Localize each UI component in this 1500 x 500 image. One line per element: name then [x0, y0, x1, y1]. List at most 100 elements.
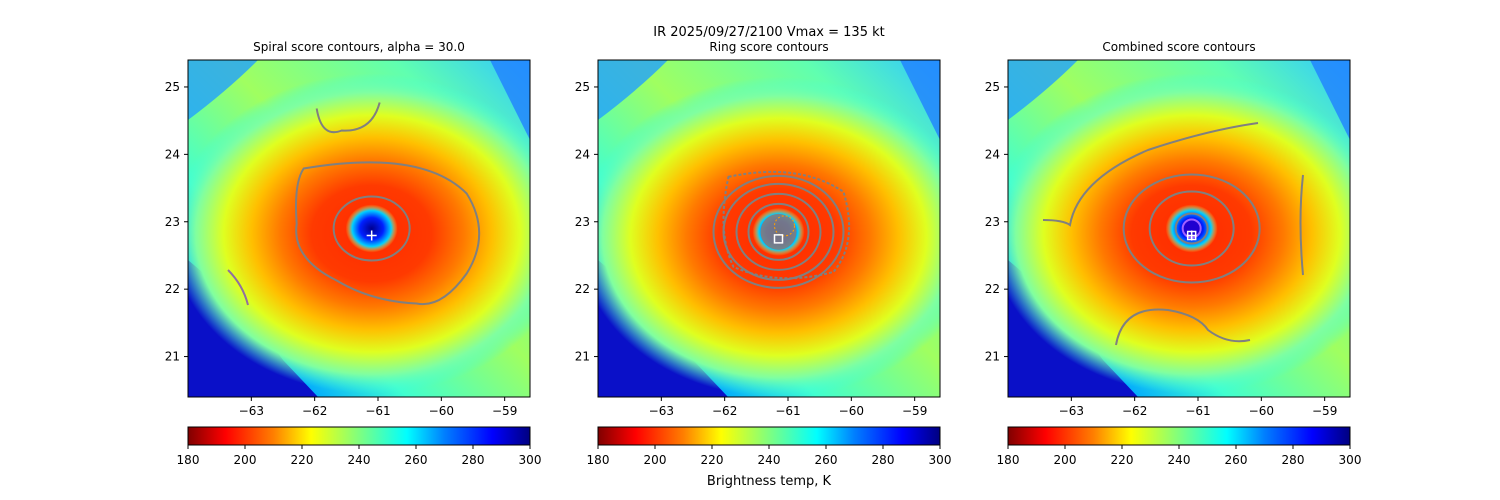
colorbar-tick-label: 300: [929, 453, 952, 467]
colorbar-tick-label: 180: [177, 453, 200, 467]
colorbar-tick-label: 300: [519, 453, 542, 467]
x-tick-label: −59: [492, 404, 517, 418]
y-tick-label: 25: [575, 80, 590, 94]
contour-mid: [1148, 190, 1235, 267]
x-tick-label: −61: [1185, 404, 1210, 418]
x-tick-label: −62: [302, 404, 327, 418]
colorbar-fill: [1007, 426, 1351, 446]
contour-outer: [1122, 173, 1261, 284]
figure-suptitle: IR 2025/09/27/2100 Vmax = 135 kt: [653, 25, 884, 40]
x-tick-label: −63: [649, 404, 674, 418]
colorbar-tick-label: 280: [462, 453, 485, 467]
colorbar-tick-label: 220: [291, 453, 314, 467]
colorbar-tick-label: 300: [1339, 453, 1362, 467]
axes-frame: [1007, 59, 1351, 398]
ring-orange-circle: [774, 215, 795, 237]
colorbar-tick-label: 220: [1111, 453, 1134, 467]
y-tick-label: 21: [575, 350, 590, 364]
contour-outer: [294, 161, 481, 306]
contour-east: [1299, 174, 1304, 276]
axes-frame: [187, 59, 531, 398]
colorbar-tick-label: 180: [587, 453, 610, 467]
cold-region-right: [490, 60, 530, 140]
colorbar: 180 200 220 240 260 280 300: [177, 426, 542, 467]
x-tick-label: −62: [1122, 404, 1147, 418]
y-tick-label: 25: [985, 80, 1000, 94]
marker-square: [773, 234, 784, 244]
ring-contour-ragged: [722, 170, 851, 280]
colorbar-label: Brightness temp, K: [707, 474, 832, 489]
cold-region-top: [598, 60, 668, 120]
x-tick-label: −61: [365, 404, 390, 418]
colorbar-tick-label: 240: [1168, 453, 1191, 467]
ring-contour-4: [712, 174, 845, 289]
ir-image: [1008, 60, 1350, 397]
x-tick-label: −60: [839, 404, 864, 418]
colorbar-tick-label: 200: [644, 453, 667, 467]
y-tick-label: 21: [165, 350, 180, 364]
contour-north-arc: [1042, 122, 1259, 227]
contour-north: [315, 102, 381, 134]
colorbar-tick-label: 260: [1225, 453, 1248, 467]
y-tick-label: 21: [985, 350, 1000, 364]
cold-region-top: [188, 60, 258, 120]
x-tick-label: −60: [1249, 404, 1274, 418]
panel-title: Ring score contours: [709, 40, 828, 54]
cold-region-top: [1008, 60, 1078, 120]
x-tick-label: −61: [775, 404, 800, 418]
ring-contour-1: [747, 202, 810, 261]
colorbar: 180 200 220 240 260 280 300: [997, 426, 1362, 467]
ring-contour-2: [735, 192, 822, 271]
x-tick-label: −62: [712, 404, 737, 418]
cold-region-right: [1310, 60, 1350, 140]
panel-1: −63 −62 −61 −60 −59 21 22 23 24 25 Spiral score co…: [165, 40, 542, 467]
y-tick-label: 24: [575, 147, 590, 161]
y-tick-label: 22: [165, 282, 180, 296]
contour-inner: [1174, 212, 1209, 245]
x-tick-label: −59: [1312, 404, 1337, 418]
contour-sw: [227, 269, 249, 306]
colorbar-tick-label: 240: [758, 453, 781, 467]
marker-square: [1186, 230, 1197, 241]
colorbar-tick-label: 180: [997, 453, 1020, 467]
y-tick-label: 22: [575, 282, 590, 296]
colorbar-tick-label: 280: [872, 453, 895, 467]
y-tick-label: 25: [165, 80, 180, 94]
x-tick-label: −63: [239, 404, 264, 418]
y-tick-label: 24: [985, 147, 1000, 161]
colorbar-tick-label: 260: [815, 453, 838, 467]
y-tick-label: 23: [165, 215, 180, 229]
axes-frame: [597, 59, 941, 398]
contour-inner: [332, 195, 411, 262]
panel-title: Spiral score contours, alpha = 30.0: [253, 40, 465, 54]
colorbar-tick-label: 240: [348, 453, 371, 467]
y-tick-label: 24: [165, 147, 180, 161]
colorbar-tick-label: 220: [701, 453, 724, 467]
storm-eye: [345, 204, 398, 253]
contour-south: [1115, 308, 1251, 346]
panel-3: −63 −62 −61 −60 −59 21 22 23 24 25 Combined score …: [985, 40, 1362, 467]
y-tick-label: 23: [985, 215, 1000, 229]
score-contours: [1042, 122, 1304, 346]
y-tick-label: 23: [575, 215, 590, 229]
colorbar-tick-label: 200: [1054, 453, 1077, 467]
y-tick-label: 22: [985, 282, 1000, 296]
cold-region-right: [900, 60, 940, 140]
score-contours: [227, 102, 481, 306]
colorbar-fill: [187, 426, 531, 446]
colorbar-tick-label: 200: [234, 453, 257, 467]
x-tick-label: −59: [902, 404, 927, 418]
center-marker: [1186, 230, 1197, 241]
colorbar: 180 200 220 240 260 280 300: [587, 426, 952, 467]
center-marker: [773, 234, 784, 244]
x-tick-label: −60: [429, 404, 454, 418]
ring-core: [760, 213, 797, 250]
ir-image: [188, 60, 530, 397]
center-marker: [366, 230, 377, 241]
panel-2: −63 −62 −61 −60 −59 21 22 23 24 25 Ring score cont…: [575, 40, 952, 467]
colorbar-tick-label: 280: [1282, 453, 1305, 467]
x-tick-label: −63: [1059, 404, 1084, 418]
panel-title: Combined score contours: [1102, 40, 1255, 54]
colorbar-tick-label: 260: [405, 453, 428, 467]
